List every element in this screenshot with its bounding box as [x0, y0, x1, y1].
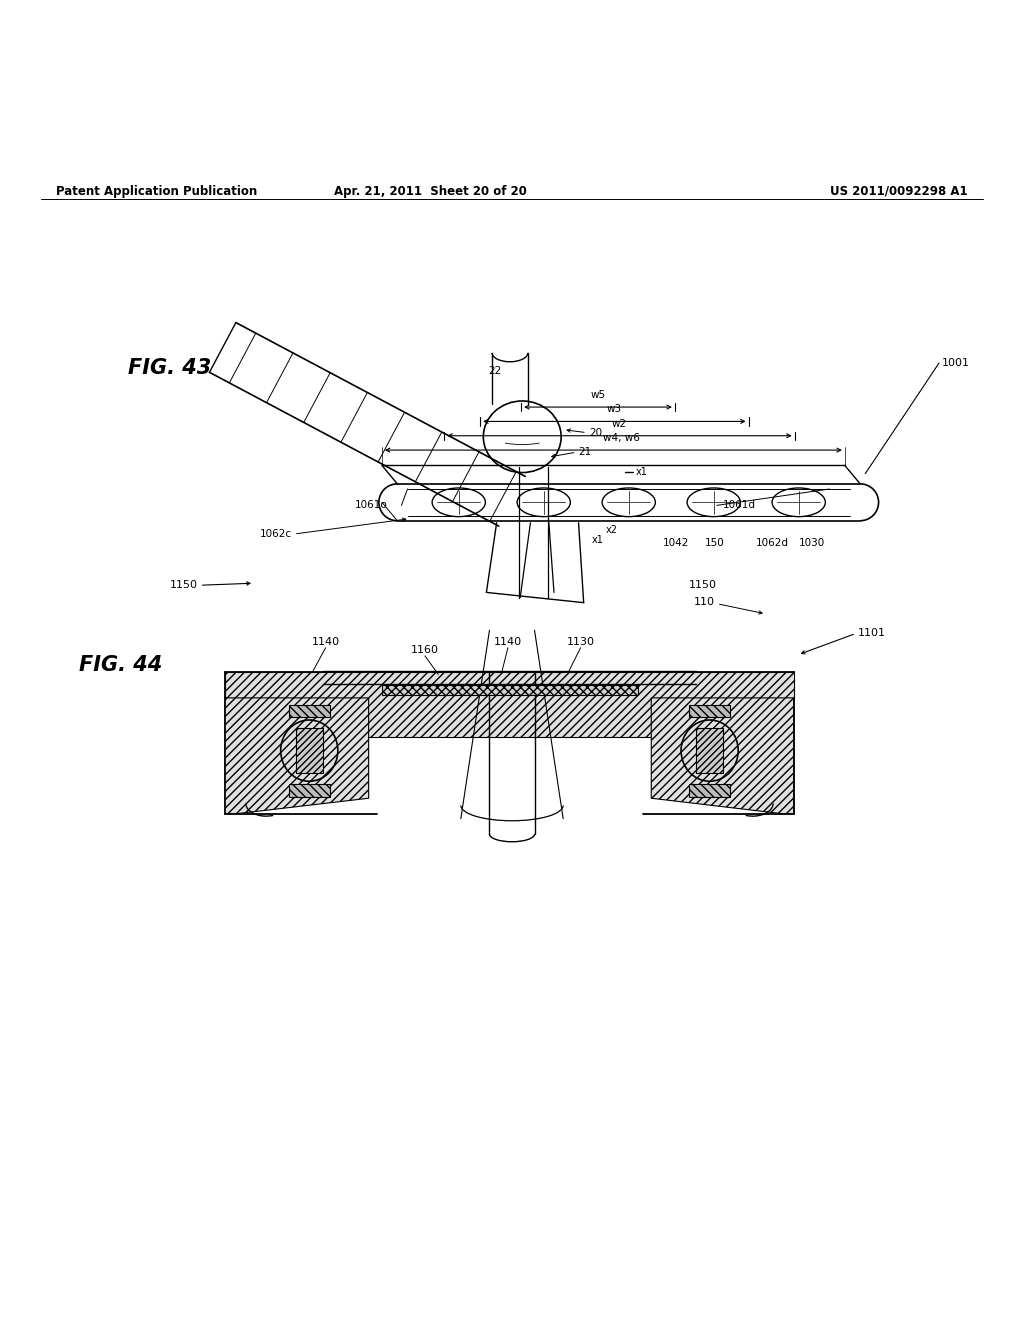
Text: 1150: 1150	[689, 581, 717, 590]
Text: x1: x1	[592, 535, 604, 545]
Polygon shape	[696, 729, 723, 774]
Polygon shape	[689, 784, 730, 797]
Text: 150: 150	[705, 539, 724, 548]
Polygon shape	[651, 698, 794, 813]
Text: w4, w6: w4, w6	[602, 433, 640, 444]
Text: 1140: 1140	[311, 636, 340, 647]
Text: x1: x1	[636, 466, 648, 477]
Text: 1062d: 1062d	[756, 539, 788, 548]
Text: 1030: 1030	[799, 539, 825, 548]
Polygon shape	[296, 729, 323, 774]
Polygon shape	[225, 698, 369, 813]
Text: FIG. 44: FIG. 44	[79, 655, 162, 675]
Text: 110: 110	[694, 597, 716, 607]
Polygon shape	[289, 705, 330, 717]
Text: 20: 20	[589, 428, 602, 438]
Text: 1001: 1001	[942, 358, 970, 368]
Text: 1130: 1130	[566, 636, 595, 647]
Polygon shape	[289, 784, 330, 797]
Text: 1061o: 1061o	[354, 500, 387, 511]
Text: FIG. 43: FIG. 43	[128, 358, 211, 378]
Text: Patent Application Publication: Patent Application Publication	[56, 185, 258, 198]
Text: w2: w2	[612, 418, 627, 429]
Text: x2: x2	[606, 525, 618, 535]
Text: 1101: 1101	[858, 628, 886, 639]
Text: 1042: 1042	[663, 539, 689, 548]
Polygon shape	[225, 672, 794, 737]
Text: 1160: 1160	[411, 645, 439, 655]
Text: 1061d: 1061d	[723, 500, 756, 511]
Text: 1150: 1150	[170, 581, 198, 590]
Text: 21: 21	[579, 447, 592, 457]
Text: w5: w5	[591, 389, 605, 400]
Text: US 2011/0092298 A1: US 2011/0092298 A1	[830, 185, 968, 198]
Text: 1062c: 1062c	[260, 529, 292, 539]
Text: w3: w3	[607, 404, 622, 414]
Text: 22: 22	[488, 367, 501, 376]
Text: Apr. 21, 2011  Sheet 20 of 20: Apr. 21, 2011 Sheet 20 of 20	[334, 185, 526, 198]
Polygon shape	[382, 685, 638, 694]
Polygon shape	[689, 705, 730, 717]
Text: 1140: 1140	[494, 636, 522, 647]
